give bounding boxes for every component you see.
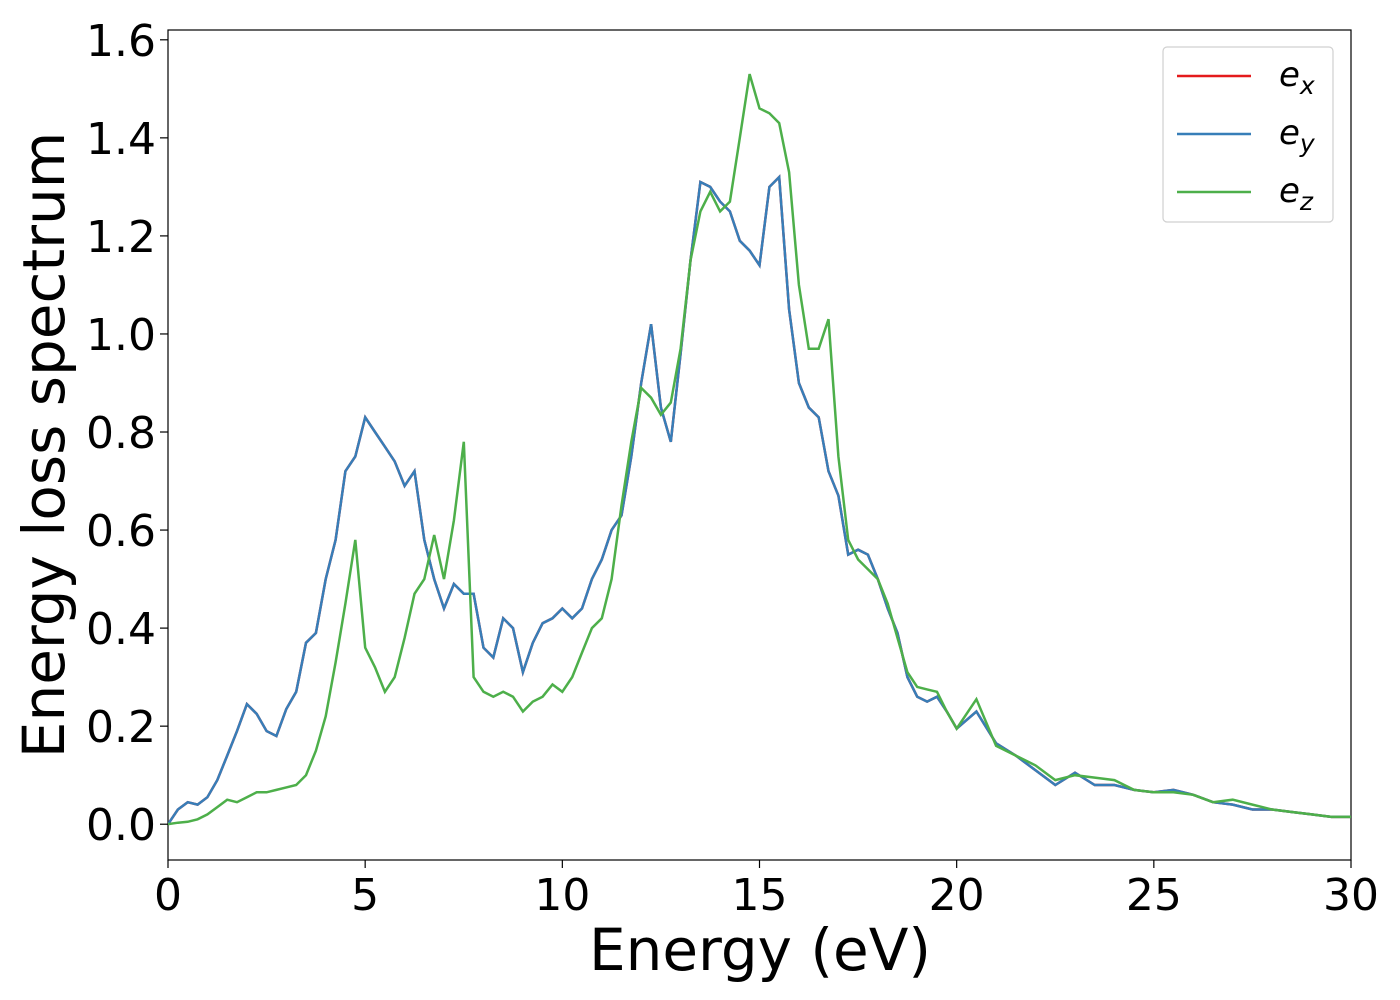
x-tick-label: 0 <box>154 870 182 921</box>
x-tick-label: 25 <box>1126 870 1182 921</box>
y-tick-label: 0.6 <box>86 506 156 557</box>
y-tick-label: 0.2 <box>86 702 156 753</box>
x-tick-label: 20 <box>929 870 985 921</box>
series-line <box>168 174 1351 825</box>
x-axis-label: Energy (eV) <box>589 916 931 984</box>
y-tick-label: 1.0 <box>86 310 156 361</box>
y-tick-label: 0.4 <box>86 604 156 655</box>
y-tick-label: 1.4 <box>86 114 156 165</box>
legend-label: ez <box>1279 171 1314 216</box>
y-tick-label: 1.2 <box>86 212 156 263</box>
x-tick-label: 30 <box>1323 870 1379 921</box>
x-tick-label: 15 <box>732 870 788 921</box>
y-tick-label: 1.6 <box>86 16 156 67</box>
series-line <box>168 174 1351 825</box>
y-tick-label: 0.8 <box>86 408 156 459</box>
legend-label: ex <box>1279 55 1315 100</box>
series-line <box>168 73 1351 826</box>
x-tick-label: 10 <box>534 870 590 921</box>
legend-label: ey <box>1279 113 1316 158</box>
x-tick-label: 5 <box>351 870 379 921</box>
y-tick-label: 0.0 <box>86 800 156 851</box>
y-axis-label: Energy loss spectrum <box>10 132 78 758</box>
